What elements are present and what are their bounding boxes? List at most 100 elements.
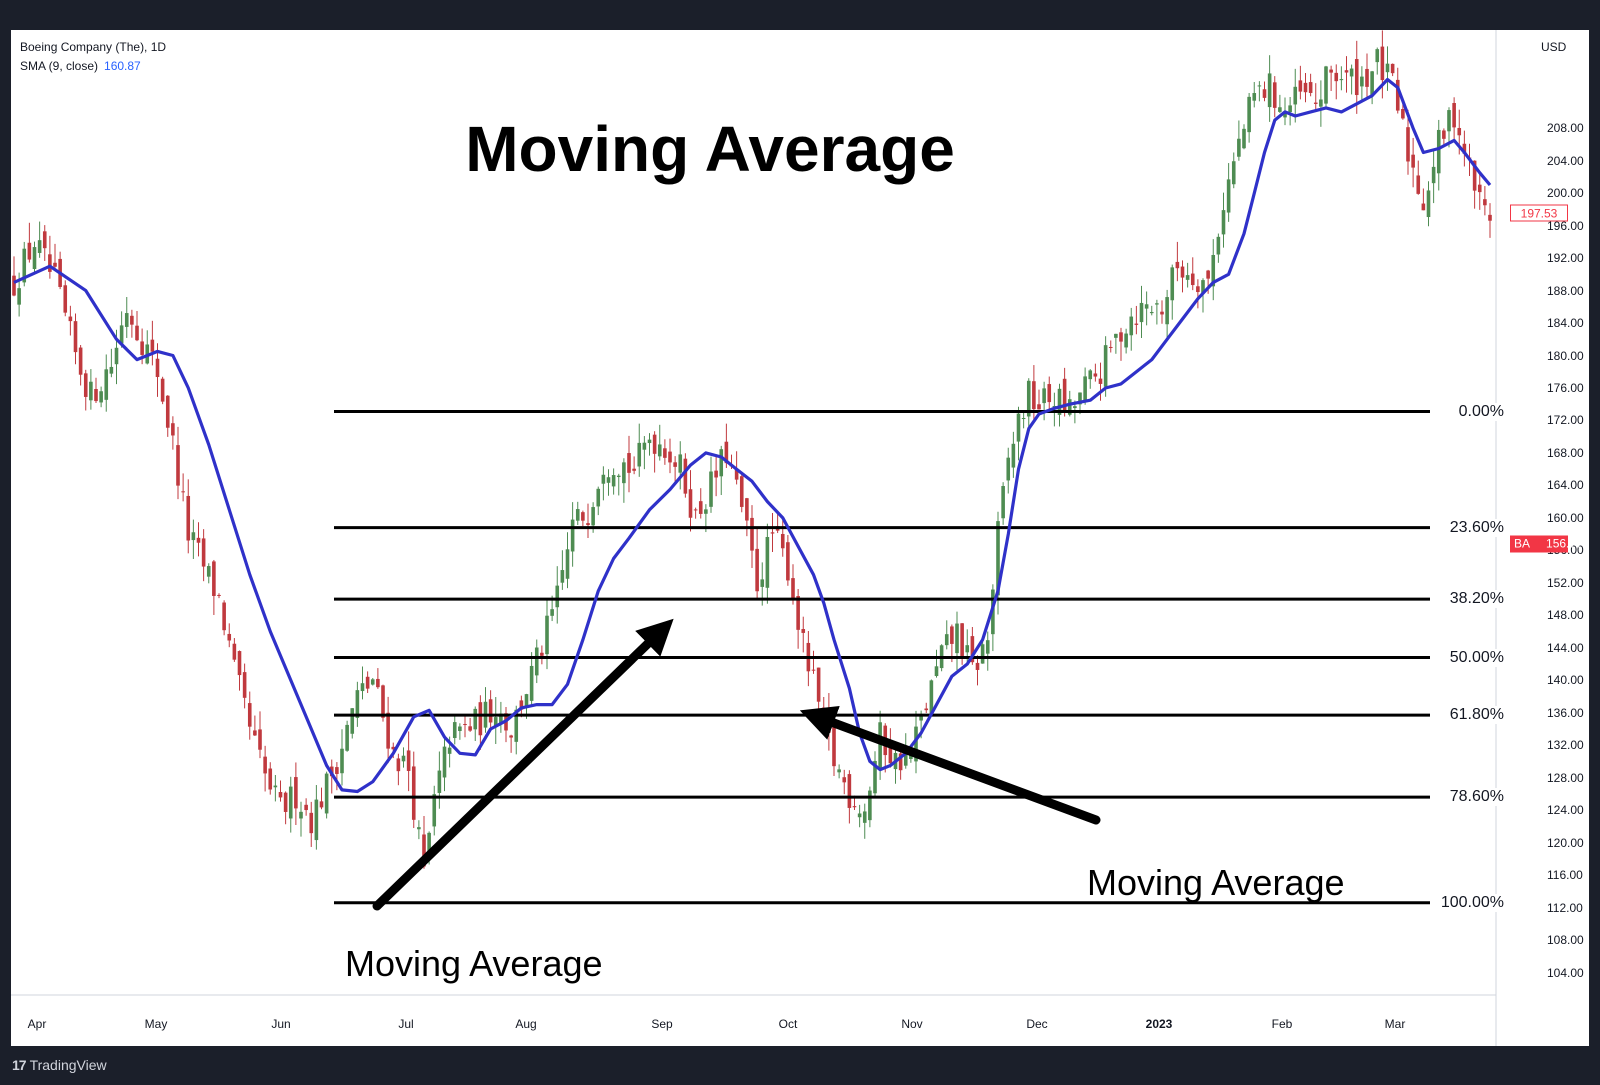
candle-body — [140, 341, 144, 355]
candle-body — [647, 439, 652, 444]
candle — [1278, 94, 1282, 114]
candle — [862, 803, 867, 839]
candle-body — [857, 813, 862, 818]
candle-body — [401, 755, 406, 762]
candle-body — [637, 442, 642, 467]
candle-body — [1088, 370, 1093, 380]
candle — [1001, 482, 1005, 525]
candle-body — [791, 578, 795, 600]
candle — [493, 697, 498, 744]
chart-panel[interactable]: Boeing Company (The), 1D SMA (9, close) 1… — [11, 30, 1589, 1046]
candle-body — [1083, 376, 1087, 402]
candle-body — [406, 750, 411, 771]
candle — [365, 671, 370, 693]
candle-body — [1339, 79, 1344, 81]
candle — [1477, 173, 1482, 210]
candle-body — [1052, 405, 1057, 407]
candle — [196, 522, 201, 557]
candle — [135, 311, 139, 342]
symbol-price-tag: BA 156.77 — [1510, 535, 1583, 553]
candle-body — [294, 777, 298, 809]
candle — [452, 715, 457, 745]
candle — [1488, 203, 1492, 238]
candle-body — [22, 248, 27, 283]
candle — [1370, 70, 1374, 105]
indicator-value: 160.87 — [104, 59, 141, 73]
candle — [94, 377, 98, 404]
candle-body — [442, 746, 447, 778]
candle-body — [1042, 388, 1046, 404]
candle — [130, 309, 134, 338]
y-tick-label: 192.00 — [1547, 251, 1584, 266]
candle — [99, 386, 103, 408]
candle — [253, 715, 257, 736]
candle — [1416, 160, 1421, 195]
candle-body — [1114, 333, 1118, 338]
candle-body — [12, 275, 16, 296]
y-tick-label: 136.00 — [1547, 705, 1584, 720]
annotation-label-right: Moving Average — [1087, 862, 1345, 903]
candle-body — [94, 388, 98, 402]
candle-body — [1365, 68, 1369, 87]
candle-body — [796, 596, 800, 630]
candle-body — [314, 799, 319, 841]
candle-body — [1452, 103, 1456, 128]
candle-body — [586, 523, 590, 526]
candle-body — [540, 652, 544, 656]
brand-name: TradingView — [29, 1057, 107, 1073]
candle — [1319, 80, 1323, 127]
candle — [227, 623, 232, 648]
candle — [124, 296, 129, 338]
indicator-legend[interactable]: SMA (9, close) 160.87 — [20, 57, 141, 75]
candle-body — [396, 758, 401, 772]
candle-body — [237, 651, 242, 676]
candle — [586, 503, 590, 539]
candle-body — [673, 462, 677, 467]
candle-body — [355, 690, 360, 718]
candle-body — [960, 623, 964, 656]
arrow-left-to-sma — [799, 705, 1101, 825]
candle-body — [550, 609, 554, 616]
currency-label: USD — [1541, 40, 1567, 54]
candle-body — [1354, 59, 1359, 96]
candle — [1344, 56, 1349, 93]
candle — [668, 438, 672, 474]
candle-body — [1180, 266, 1185, 278]
candle — [181, 473, 185, 502]
candle — [1155, 299, 1159, 325]
x-tick-label: Aug — [515, 1017, 537, 1031]
candle-body — [570, 519, 575, 552]
candle-body — [914, 726, 918, 762]
candle — [647, 433, 652, 456]
candle-body — [242, 672, 247, 698]
candle — [898, 747, 903, 780]
symbol-price: 156.77 — [1546, 536, 1583, 551]
candle — [786, 535, 790, 586]
candle — [1252, 82, 1257, 108]
candle-body — [1298, 80, 1303, 92]
candle-body — [1319, 99, 1323, 107]
candle-body — [1283, 111, 1287, 118]
candle — [632, 456, 636, 475]
candle-body — [1421, 203, 1426, 211]
candle — [63, 280, 68, 317]
candle — [1231, 152, 1236, 189]
fib-level-label: 100.00% — [1436, 893, 1504, 912]
candle — [263, 745, 267, 792]
candle — [842, 769, 847, 795]
candle — [975, 655, 980, 686]
fib-level-label: 0.00% — [1454, 402, 1504, 421]
y-tick-label: 112.00 — [1547, 900, 1583, 915]
candle-body — [340, 748, 344, 774]
footer: 17 TradingView — [0, 1046, 1600, 1085]
candle — [1390, 63, 1395, 77]
candle — [386, 696, 390, 764]
candle-body — [488, 699, 493, 723]
candle — [929, 679, 934, 717]
candle-body — [299, 811, 303, 819]
candlestick-chart[interactable] — [11, 30, 1589, 1046]
tradingview-logo[interactable]: 17 TradingView — [12, 1057, 107, 1073]
symbol-name: Boeing Company (The), 1D — [20, 40, 167, 54]
candle-body — [709, 471, 713, 507]
candle — [212, 559, 216, 615]
